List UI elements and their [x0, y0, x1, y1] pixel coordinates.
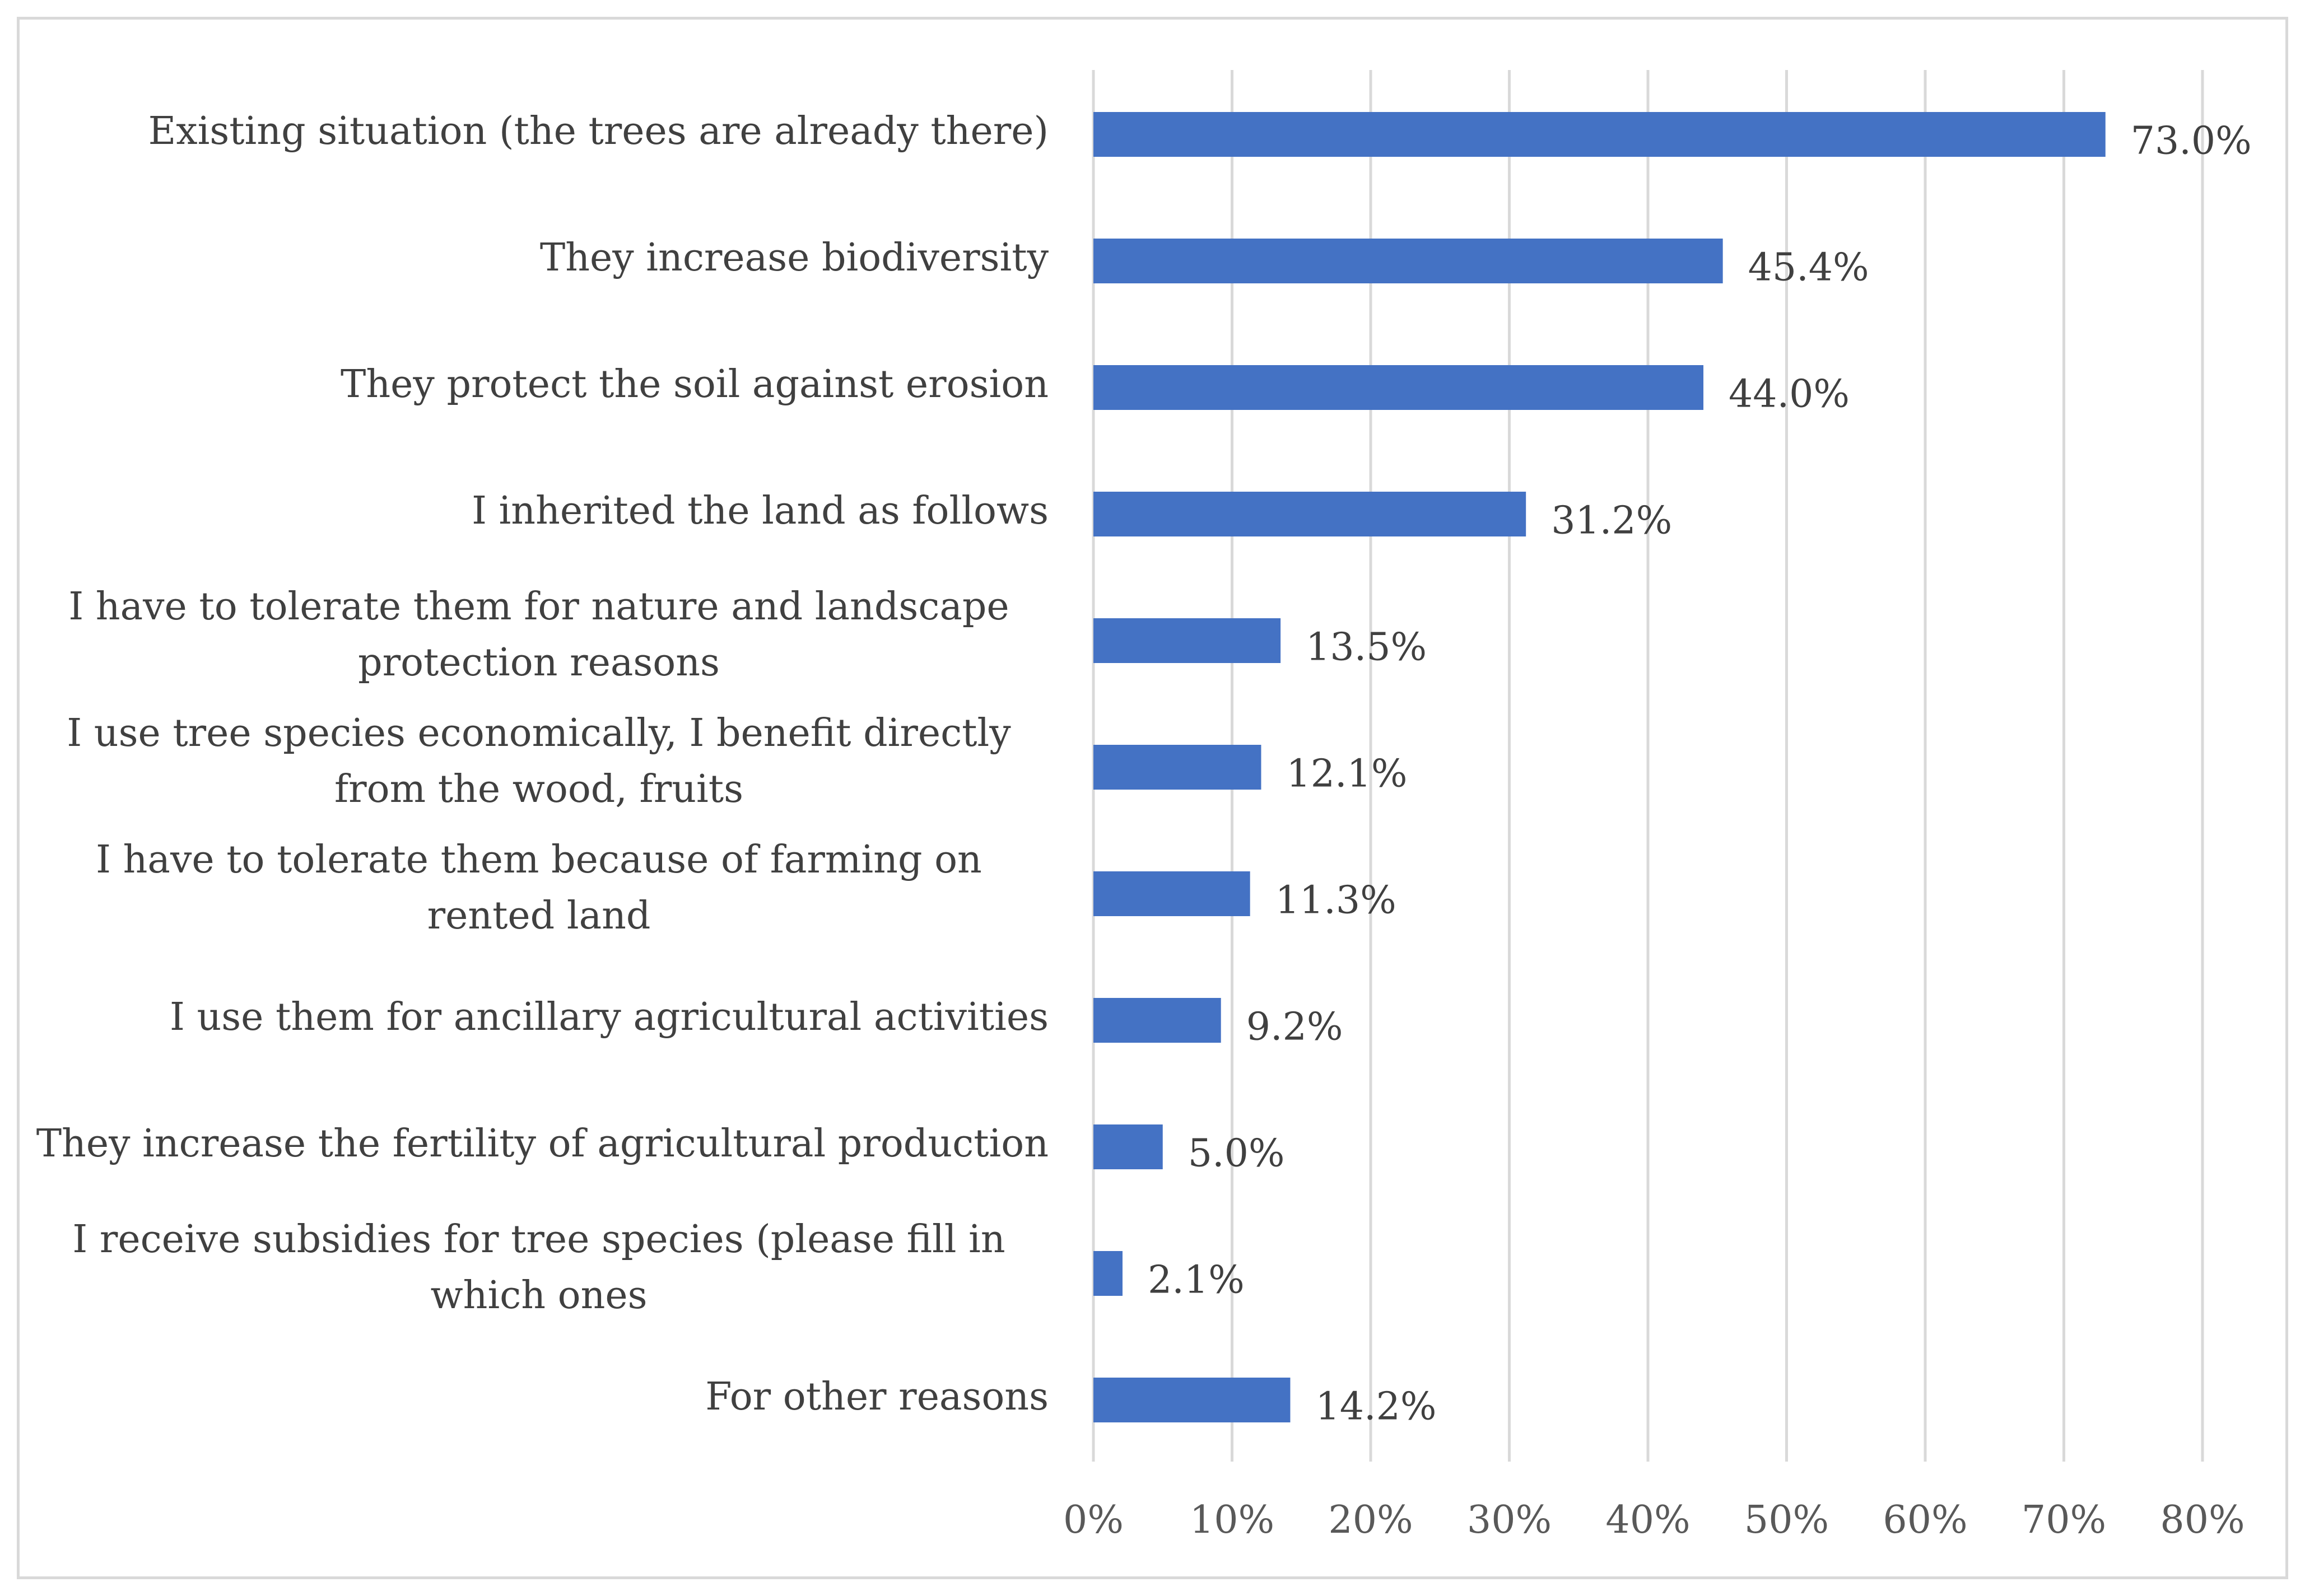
- gridlines: [1092, 70, 2204, 1462]
- bar: [1093, 365, 1703, 410]
- x-tick-label: 0%: [1063, 1498, 1124, 1542]
- category-label: I have to tolerate them for nature and l…: [68, 585, 1009, 685]
- category-label: I have to tolerate them because of farmi…: [96, 838, 982, 938]
- x-tick-label: 60%: [1883, 1498, 1968, 1542]
- x-tick-label: 30%: [1466, 1498, 1552, 1542]
- category-label: I use them for ancillary agricultural ac…: [169, 995, 1049, 1039]
- category-label: I receive subsidies for tree species (pl…: [72, 1217, 1005, 1318]
- x-tick-label: 80%: [2160, 1498, 2245, 1542]
- x-tick-label: 70%: [2021, 1498, 2107, 1542]
- category-label: I use tree species economically, I benef…: [67, 711, 1011, 811]
- value-label: 45.4%: [1748, 245, 1869, 290]
- category-label: They increase the fertility of agricultu…: [36, 1122, 1049, 1166]
- bar: [1093, 1124, 1163, 1169]
- category-label: Existing situation (the trees are alread…: [148, 109, 1049, 153]
- value-label: 14.2%: [1315, 1384, 1437, 1429]
- x-tick-label: 20%: [1328, 1498, 1413, 1542]
- bar: [1093, 1251, 1123, 1296]
- bars: [1093, 112, 2106, 1422]
- category-label: I inherited the land as follows: [472, 489, 1049, 533]
- bar: [1093, 618, 1281, 663]
- value-label: 12.1%: [1286, 752, 1408, 796]
- value-label: 31.2%: [1551, 498, 1673, 543]
- value-label: 5.0%: [1188, 1131, 1285, 1176]
- bar: [1093, 998, 1221, 1043]
- chart-frame: [17, 17, 2288, 1579]
- x-tick-label: 50%: [1744, 1498, 1829, 1542]
- x-tick-label: 10%: [1189, 1498, 1275, 1542]
- bar: [1093, 1378, 1291, 1422]
- value-label: 73.0%: [2130, 119, 2252, 164]
- value-label: 13.5%: [1306, 625, 1427, 670]
- value-label: 2.1%: [1147, 1258, 1245, 1303]
- bar: [1093, 871, 1250, 916]
- value-label: 44.0%: [1729, 372, 1850, 417]
- bar: [1093, 745, 1261, 790]
- category-label: They protect the soil against erosion: [341, 362, 1049, 407]
- bar: [1093, 239, 1723, 283]
- x-tick-label: 40%: [1605, 1498, 1691, 1542]
- category-label: They increase biodiversity: [539, 236, 1049, 280]
- value-label: 11.3%: [1275, 878, 1396, 923]
- bar: [1093, 112, 2106, 157]
- value-label: 9.2%: [1246, 1005, 1343, 1049]
- bar: [1093, 492, 1526, 536]
- category-label: For other reasons: [705, 1375, 1049, 1419]
